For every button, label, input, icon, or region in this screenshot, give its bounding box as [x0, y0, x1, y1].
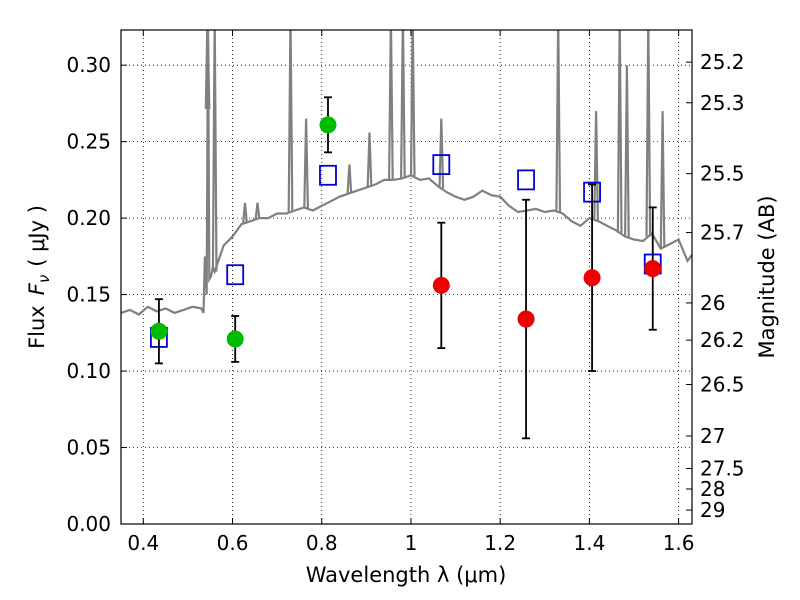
x-tick-label: 1.2 [484, 531, 516, 555]
spectrum-emission-line [624, 65, 630, 238]
spectrum-emission-line [366, 132, 373, 187]
x-tick-label: 1 [405, 531, 418, 555]
model-flux-square [432, 154, 451, 175]
mag-tick-label: 26 [700, 291, 725, 315]
y-axis-label-prefix: Flux [25, 305, 49, 349]
model-flux-square [226, 264, 245, 286]
y-tick-label: 0.05 [66, 436, 111, 460]
observed-flux-point [226, 330, 244, 348]
mag-tick-label: 26.2 [700, 328, 745, 352]
mag-tick-label: 25.5 [700, 162, 745, 186]
x-tick-label: 1.4 [573, 531, 605, 555]
model-flux-square [319, 164, 337, 186]
y-tick-label: 0.00 [66, 512, 111, 536]
x-tick-label: 1.6 [663, 531, 695, 555]
spectrum-emission-line [616, 30, 623, 233]
mag-tick-label: 29 [700, 498, 725, 522]
observed-flux-point [319, 116, 337, 134]
spectrum-emission-line [409, 30, 416, 177]
spectrum-emission-line [388, 30, 394, 180]
spectrum-emission-line [555, 30, 562, 213]
x-tick-label: 0.6 [217, 531, 249, 555]
observed-flux-point [517, 310, 535, 328]
y-tick-label: 0.25 [66, 130, 111, 154]
spectrum-continuum [121, 30, 692, 316]
mag-tick-label: 28 [700, 477, 725, 501]
mag-tick-label: 25.7 [700, 221, 745, 245]
observed-flux-point [644, 260, 662, 278]
spectrum-emission-line [593, 111, 599, 221]
y-tick-label: 0.30 [66, 53, 111, 77]
spectrum-emission-line [211, 30, 218, 272]
spectrum-emission-line [346, 164, 353, 194]
y2-axis-label: Magnitude (AB) [755, 195, 779, 358]
mag-tick-label: 27.5 [700, 456, 745, 480]
y-tick-label: 0.15 [66, 283, 111, 307]
observed-flux-point [583, 269, 601, 287]
model-spectrum [121, 30, 692, 316]
y-axis-label-subscript: ν [35, 275, 53, 283]
spectrum-emission-line [400, 30, 406, 179]
model-flux-square [517, 169, 535, 191]
x-tick-label: 0.8 [306, 531, 338, 555]
spectrum-emission-line [659, 111, 666, 248]
mag-tick-label: 25.2 [700, 50, 745, 74]
axis-ticks: 0.4 0.6 0.8 1 1.2 1.4 1.6 0.00 0.05 0.10 0.15 0.20 0… [66, 30, 745, 555]
y-tick-label: 0.20 [66, 206, 111, 230]
spectrum-emission-line [645, 30, 652, 237]
spectrum-emission-line [242, 202, 248, 224]
x-axis-label: Wavelength λ (μm) [306, 563, 507, 587]
spectrum-emission-line [438, 118, 445, 189]
spectrum-emission-line [254, 202, 261, 219]
photometry-points [150, 96, 662, 440]
spectrum-emission-line [287, 30, 294, 213]
y-axis-label: Flux Fν ( μJy ) [25, 205, 53, 349]
observed-flux-point [432, 276, 450, 294]
mag-tick-label: 26.5 [700, 373, 745, 397]
spectrum-emission-line [204, 30, 211, 110]
y-axis-label-symbol: F [25, 282, 49, 295]
x-tick-label: 0.4 [127, 531, 159, 555]
plot-frame [120, 29, 693, 525]
y-axis-label-suffix: ( μJy ) [25, 205, 49, 267]
mag-tick-label: 27 [700, 424, 725, 448]
observed-flux-point [150, 322, 168, 340]
spectrum-emission-line [303, 118, 309, 209]
mag-tick-label: 25.3 [700, 91, 745, 115]
y-tick-label: 0.10 [66, 359, 111, 383]
